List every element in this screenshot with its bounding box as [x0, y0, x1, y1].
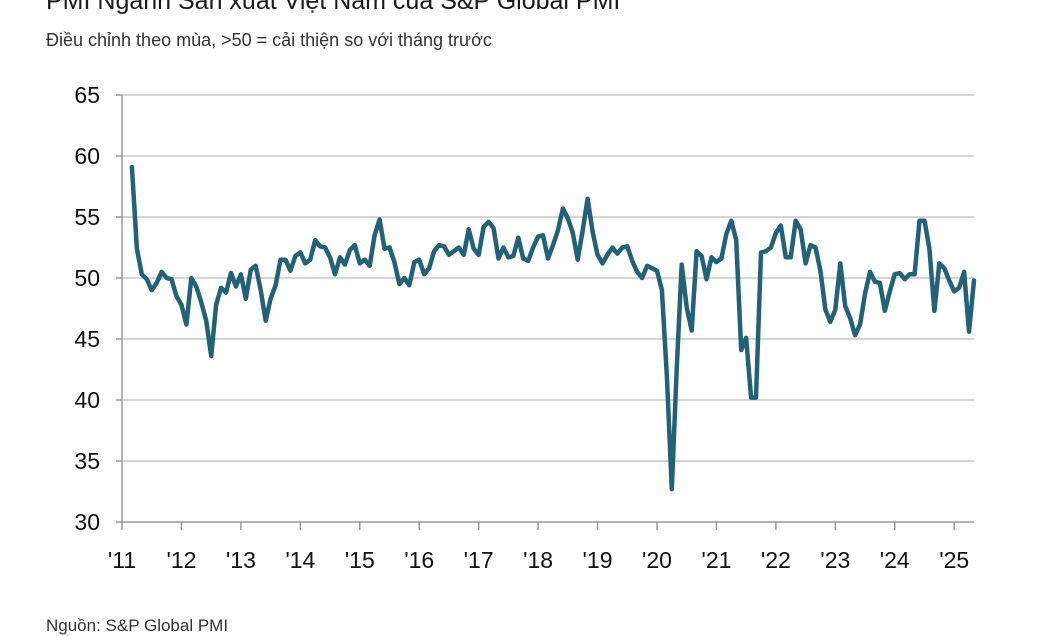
y-tick-label: 65 [74, 82, 100, 108]
y-tick-label: 55 [74, 204, 100, 230]
x-tick-label: '23 [820, 547, 850, 573]
x-tick-label: '12 [166, 547, 196, 573]
x-tick-label: '20 [642, 547, 672, 573]
x-tick-label: '18 [523, 547, 553, 573]
x-tick-label: '11 [108, 547, 136, 573]
x-tick-label: '24 [880, 547, 910, 573]
x-tick-label: '22 [761, 547, 791, 573]
y-tick-labels: 30 35 40 45 50 55 60 65 [74, 82, 100, 535]
y-tick-label: 40 [74, 387, 100, 413]
grid-lines [122, 94, 974, 462]
x-tick-label: '19 [583, 547, 613, 573]
chart-title: PMI Ngành Sản xuất Việt Nam của S&P Glob… [46, 0, 621, 15]
x-tick-label: '13 [226, 547, 256, 573]
x-tick-label: '17 [464, 547, 494, 573]
series-line-pmi [129, 164, 977, 492]
x-tick-label: '21 [701, 547, 731, 573]
x-tick-labels: '11 '12 '13 '14 '15 '16 '17 '18 '19 '20 '21 '22 '23 '… [108, 547, 969, 573]
y-tick-label: 30 [74, 509, 100, 535]
y-tick-label: 60 [74, 143, 100, 169]
y-tick-label: 45 [74, 326, 100, 352]
x-tick-label: '14 [285, 547, 315, 573]
chart-source: Nguồn: S&P Global PMI [46, 616, 229, 635]
y-tick-label: 50 [74, 265, 100, 291]
chart-subtitle: Điều chỉnh theo mùa, >50 = cải thiện so … [46, 30, 492, 50]
axes [116, 94, 974, 530]
x-tick-label: '16 [404, 547, 434, 573]
series-layer [129, 164, 977, 492]
x-tick-label: '15 [345, 547, 375, 573]
y-tick-label: 35 [74, 448, 100, 474]
x-tick-label: '25 [939, 547, 969, 573]
